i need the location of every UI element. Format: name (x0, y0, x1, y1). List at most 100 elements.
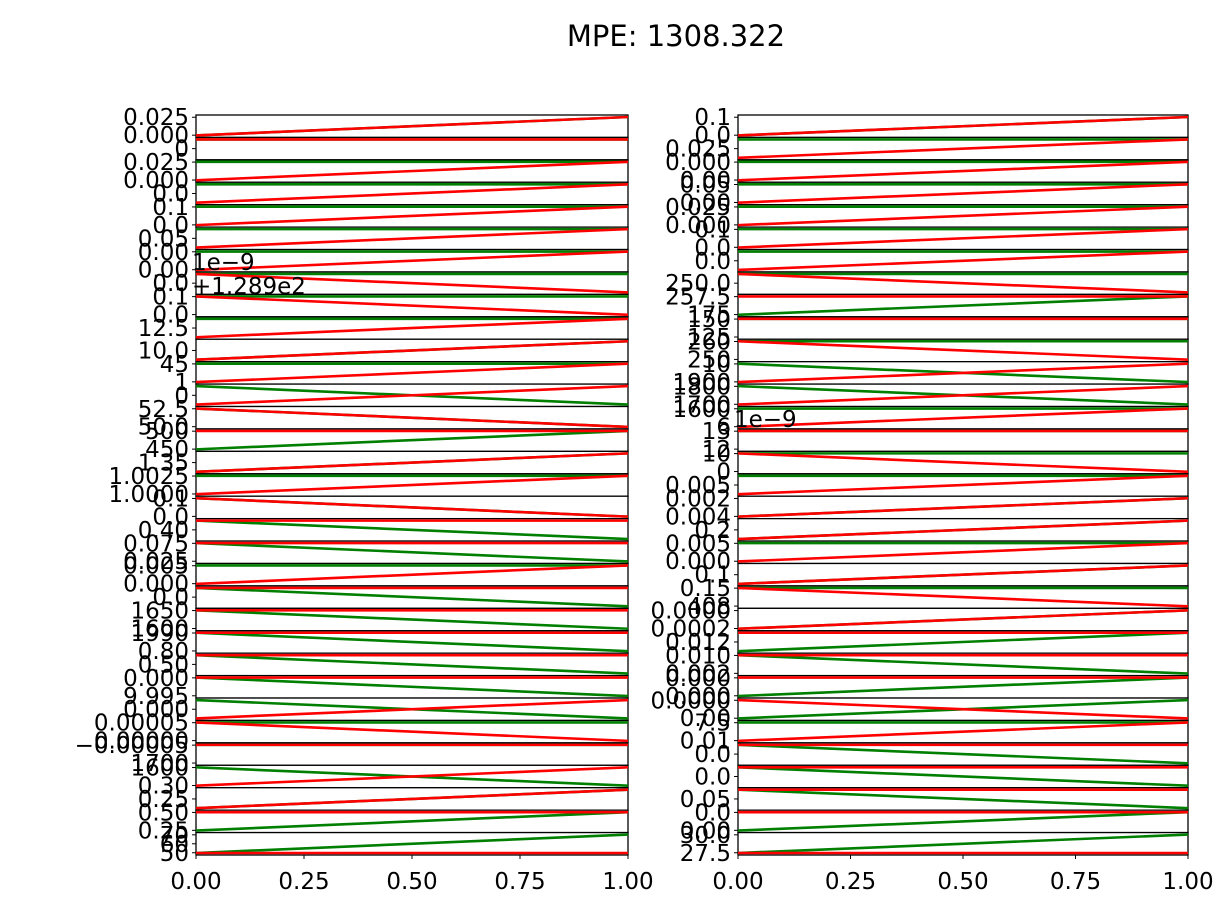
y-tick-label: 0.002 (665, 486, 731, 512)
series-line-red (195, 272, 629, 294)
y-tick-label: 1600 (130, 756, 189, 782)
y-tick-label: 0.50 (138, 800, 189, 826)
y-tick-label: 0.0 (694, 123, 731, 149)
series-line-green (737, 653, 1189, 675)
x-tick-label: 0.25 (278, 869, 329, 895)
y-tick-label: 0.0 (152, 213, 189, 239)
y-tick-label: 1900 (672, 370, 731, 396)
x-tick-label: 0.50 (386, 869, 437, 895)
y-tick-label: 0.50 (138, 652, 189, 678)
y-tick-label: 260 (687, 329, 731, 355)
series-line-red (195, 474, 629, 496)
y-tick-label: 0.0000 (651, 688, 731, 714)
y-tick-label: 0.1 (152, 486, 189, 512)
y-tick-label: 0.010 (665, 643, 731, 669)
series-line-green (195, 676, 629, 698)
series-line-red (195, 496, 629, 518)
y-tick-label: 150 (687, 307, 731, 333)
subplot-frame (195, 742, 629, 766)
y-tick-label: 1 (174, 370, 189, 396)
series-line-red (195, 407, 629, 429)
subplot: 0.25 (138, 787, 629, 815)
y-tick-label: 12 (702, 437, 731, 463)
y-tick-label: 0.25 (138, 787, 189, 813)
subplot: 0.00000.00 (651, 688, 1189, 732)
series-line-green (195, 833, 629, 855)
y-tick-label: 1.0000 (109, 482, 189, 508)
y-tick-label: 0.000 (123, 572, 189, 598)
series-line-green (195, 519, 629, 541)
y-tick-label: 0.000 (665, 666, 731, 692)
y-tick-label: 0.0 (694, 249, 731, 275)
x-tick-label: 1.00 (602, 869, 653, 895)
y-tick-label: 0.80 (138, 639, 189, 665)
y-tick-label: 0.00 (680, 168, 731, 194)
subplot: 0.0000.000 (665, 666, 1189, 710)
series-line-red (195, 339, 629, 361)
series-line-red (195, 698, 629, 720)
y-tick-label: 0.025 (123, 549, 189, 575)
series-line-red (195, 160, 629, 182)
y-tick-label: 0.1 (694, 105, 731, 131)
series-line-red (195, 250, 629, 272)
y-tick-label: 45 (160, 352, 189, 378)
y-tick-label: 0.0 (694, 800, 731, 826)
series-line-red (737, 698, 1189, 720)
series-line-red (195, 721, 629, 743)
y-tick-label: 0.005 (123, 554, 189, 580)
subplot: 451 (160, 352, 629, 396)
series-line-red (737, 205, 1189, 227)
y-tick-label: 7.5 (694, 711, 731, 737)
y-tick-label: 257.5 (665, 285, 731, 311)
subplot: 0.005 (665, 473, 1189, 501)
y-tick-label: 1800 (672, 374, 731, 400)
y-tick-label: 0 (174, 383, 189, 409)
y-tick-label: 0.025 (123, 105, 189, 131)
subplot: 0.05 (680, 787, 1189, 815)
subplot: 0.00000.0002 (651, 599, 1189, 643)
y-tick-label: 0.0 (152, 271, 189, 297)
y-tick-label: 0.05 (680, 173, 731, 199)
subplot: 0.012 (665, 630, 1189, 658)
y-tick-label: 9.995 (123, 684, 189, 710)
y-tick-label: 0.25 (138, 818, 189, 844)
series-line-red (737, 250, 1189, 272)
y-tick-label: 0.0002 (651, 617, 731, 643)
series-line-red (737, 384, 1189, 406)
series-line-green (737, 810, 1189, 832)
y-tick-label: 0.0 (694, 742, 731, 768)
y-tick-label: 0.2 (694, 518, 731, 544)
y-tick-label: 0 (174, 137, 189, 163)
subplot: 0.0 (694, 249, 1189, 276)
y-tick-label: 1600 (672, 397, 731, 423)
x-tick-label: 0.00 (712, 869, 763, 895)
y-tick-label: 0.00005 (94, 711, 189, 737)
y-tick-label: 1.0025 (109, 464, 189, 490)
y-tick-label: 0.1 (152, 195, 189, 221)
subplot: 12.5 (138, 316, 629, 344)
series-line-red (195, 766, 629, 788)
series-line-green (195, 586, 629, 608)
y-tick-label: 50.0 (138, 415, 189, 441)
y-tick-label: 1700 (672, 392, 731, 418)
subplot: 0.0000.00 (665, 150, 1189, 194)
y-tick-label: 0.000 (123, 697, 189, 723)
series-line-red (737, 138, 1189, 160)
y-tick-label: 0.00 (680, 818, 731, 844)
series-line-red (737, 160, 1189, 182)
offset-label: 1e−9 (192, 250, 255, 276)
y-tick-label: 0.025 (123, 150, 189, 176)
series-line-red (737, 182, 1189, 204)
